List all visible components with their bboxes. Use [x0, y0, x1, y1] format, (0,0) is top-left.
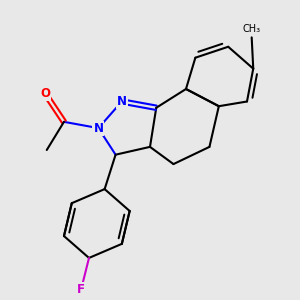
Text: F: F	[77, 283, 85, 296]
Text: N: N	[117, 95, 127, 108]
Text: CH₃: CH₃	[243, 24, 261, 34]
Text: O: O	[40, 87, 50, 100]
Text: N: N	[93, 122, 103, 135]
